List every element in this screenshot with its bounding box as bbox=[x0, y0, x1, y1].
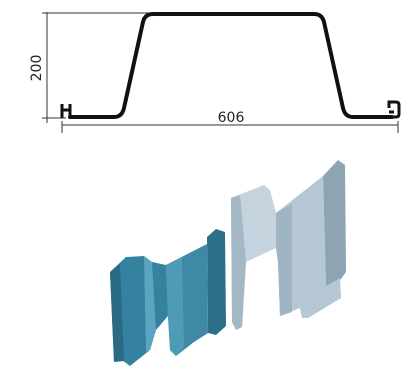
pile-right bbox=[231, 160, 346, 330]
pile-right-web-face bbox=[276, 176, 341, 318]
width-dimension: 606 bbox=[61, 110, 399, 133]
width-dimension-label: 606 bbox=[218, 110, 245, 126]
pile-left bbox=[110, 229, 226, 366]
sheet-profile-outline bbox=[68, 12, 394, 119]
height-dimension: 200 bbox=[29, 12, 150, 123]
height-dimension-label: 200 bbox=[29, 55, 45, 82]
pile-right-web-shadow bbox=[276, 204, 292, 316]
pile-left-pan-shade bbox=[110, 264, 124, 362]
pile-right-back-flange bbox=[323, 160, 346, 290]
left-interlock bbox=[60, 104, 72, 118]
pile-right-pan-shade bbox=[231, 195, 246, 330]
pile-left-pan-light bbox=[144, 256, 156, 352]
right-interlock bbox=[387, 100, 401, 119]
pile-left-outer-pan bbox=[110, 256, 168, 366]
pile-left-back-flange bbox=[207, 229, 226, 335]
profile-drawing: 200 606 bbox=[29, 12, 401, 133]
pile-left-web-highlight bbox=[166, 257, 184, 356]
sheet-pile-3d bbox=[110, 160, 346, 366]
